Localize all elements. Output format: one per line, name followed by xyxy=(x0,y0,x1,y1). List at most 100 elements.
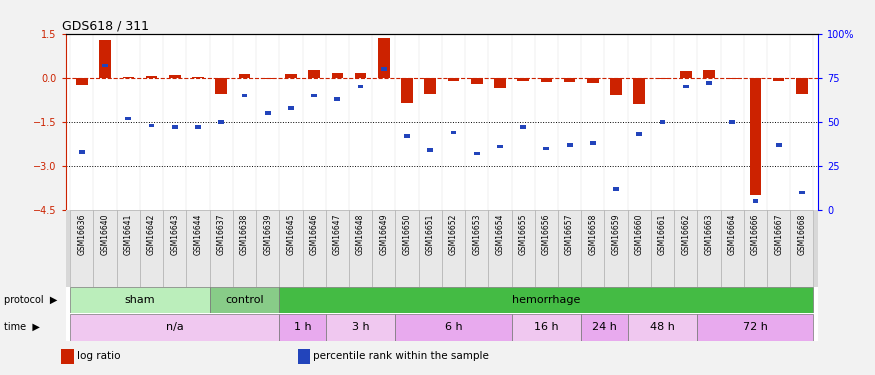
Bar xyxy=(262,78,274,79)
Text: GSM16662: GSM16662 xyxy=(682,214,690,255)
Text: percentile rank within the sample: percentile rank within the sample xyxy=(313,351,489,361)
Bar xyxy=(512,314,581,340)
Bar xyxy=(448,78,459,81)
Bar xyxy=(192,77,204,78)
Bar xyxy=(76,78,88,85)
Bar xyxy=(210,210,233,287)
Text: control: control xyxy=(225,295,263,305)
Text: 1 h: 1 h xyxy=(294,322,311,332)
Bar xyxy=(102,64,108,67)
Text: GSM16637: GSM16637 xyxy=(217,214,226,255)
Text: hemorrhage: hemorrhage xyxy=(512,295,581,305)
Bar xyxy=(451,131,457,134)
Text: 3 h: 3 h xyxy=(352,322,369,332)
Bar xyxy=(116,210,140,287)
Bar xyxy=(358,85,363,88)
Bar xyxy=(564,78,576,82)
Text: GSM16661: GSM16661 xyxy=(658,214,667,255)
Text: GSM16656: GSM16656 xyxy=(542,214,551,255)
Bar xyxy=(750,78,761,195)
Bar xyxy=(418,210,442,287)
Bar xyxy=(140,210,163,287)
Text: GSM16653: GSM16653 xyxy=(473,214,481,255)
Bar xyxy=(726,78,738,79)
Bar xyxy=(636,132,642,136)
Text: GSM16645: GSM16645 xyxy=(286,214,296,255)
Text: GSM16651: GSM16651 xyxy=(426,214,435,255)
Text: protocol  ▶: protocol ▶ xyxy=(4,295,58,305)
Bar xyxy=(381,67,387,71)
Bar xyxy=(613,187,619,190)
Text: GSM16643: GSM16643 xyxy=(171,214,179,255)
Text: GSM16667: GSM16667 xyxy=(774,214,783,255)
Bar xyxy=(497,145,503,148)
Text: GSM16660: GSM16660 xyxy=(634,214,644,255)
Bar xyxy=(535,210,558,287)
Bar xyxy=(404,134,410,138)
Bar xyxy=(239,74,250,78)
Text: GSM16659: GSM16659 xyxy=(612,214,620,255)
Bar xyxy=(70,314,279,340)
Bar xyxy=(494,78,506,88)
Bar xyxy=(326,314,396,340)
Text: GSM16641: GSM16641 xyxy=(124,214,133,255)
Bar xyxy=(265,111,270,115)
Bar xyxy=(70,287,210,313)
Text: GSM16658: GSM16658 xyxy=(588,214,598,255)
Bar xyxy=(521,125,526,129)
Bar xyxy=(402,78,413,103)
Bar xyxy=(473,152,480,155)
Bar xyxy=(567,143,572,147)
Text: 6 h: 6 h xyxy=(444,322,462,332)
Text: GSM16649: GSM16649 xyxy=(379,214,388,255)
Bar xyxy=(767,210,790,287)
Bar xyxy=(125,117,131,120)
Bar xyxy=(94,210,116,287)
Bar xyxy=(424,78,436,94)
Bar xyxy=(773,78,785,81)
Text: GSM16640: GSM16640 xyxy=(101,214,109,255)
Text: GSM16664: GSM16664 xyxy=(728,214,737,255)
Text: n/a: n/a xyxy=(166,322,184,332)
Bar xyxy=(279,210,303,287)
Text: GSM16668: GSM16668 xyxy=(797,214,807,255)
Bar xyxy=(471,78,482,84)
Bar xyxy=(796,78,808,94)
Bar xyxy=(466,210,488,287)
Bar xyxy=(790,210,814,287)
Bar xyxy=(233,210,256,287)
Bar xyxy=(312,94,317,97)
Bar xyxy=(512,210,535,287)
Bar xyxy=(149,124,155,127)
Bar xyxy=(146,76,158,78)
Bar xyxy=(242,94,248,97)
Bar xyxy=(605,210,627,287)
Text: GSM16652: GSM16652 xyxy=(449,214,458,255)
Bar xyxy=(298,349,310,364)
Bar xyxy=(558,210,581,287)
Bar xyxy=(634,78,645,104)
Bar xyxy=(610,78,622,96)
Text: GSM16642: GSM16642 xyxy=(147,214,156,255)
Bar xyxy=(680,71,691,78)
Bar xyxy=(704,70,715,78)
Text: log ratio: log ratio xyxy=(77,351,121,361)
Bar xyxy=(219,120,224,124)
Bar xyxy=(697,314,814,340)
Bar xyxy=(99,40,111,78)
Bar xyxy=(349,210,372,287)
Bar xyxy=(590,141,596,145)
Bar xyxy=(627,314,697,340)
Bar xyxy=(581,314,627,340)
Bar xyxy=(697,210,721,287)
Text: 24 h: 24 h xyxy=(592,322,617,332)
Bar xyxy=(799,190,805,194)
Text: GSM16650: GSM16650 xyxy=(402,214,411,255)
Text: GSM16636: GSM16636 xyxy=(77,214,87,255)
Text: GSM16663: GSM16663 xyxy=(704,214,713,255)
Bar xyxy=(169,75,180,78)
Bar xyxy=(396,210,418,287)
Bar xyxy=(163,210,186,287)
Bar xyxy=(396,314,512,340)
Bar xyxy=(776,143,781,147)
